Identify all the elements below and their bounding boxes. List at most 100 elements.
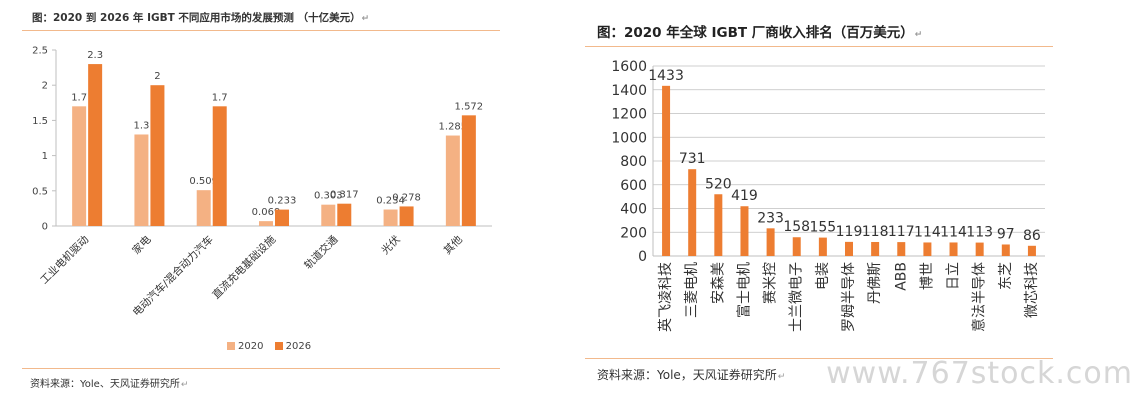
data-label-2026: 2.3 (87, 50, 103, 61)
x-tick-label: 其他 (441, 233, 465, 257)
x-tick-label: 丹佛斯 (867, 262, 883, 304)
bar (714, 194, 723, 256)
x-tick-label: ABB (893, 262, 909, 291)
bar (1027, 245, 1036, 256)
bar (662, 85, 671, 256)
x-tick-label: 博世 (918, 262, 935, 290)
bar (923, 242, 932, 256)
y-tick-label: 600 (620, 178, 647, 194)
x-tick-label: 富士电机 (735, 262, 752, 318)
data-label-2020: 0.069 (252, 207, 281, 218)
right-source-note: 资料来源：Yole，天风证券研究所↵ (597, 368, 786, 382)
legend-item-2026: 2026 (274, 341, 312, 352)
x-tick-label: 罗姆半导体 (841, 262, 857, 332)
data-label: 233 (757, 210, 784, 226)
data-label-2020: 0.509 (189, 176, 218, 187)
data-label: 114 (940, 224, 967, 240)
y-tick-label: 1000 (611, 130, 647, 146)
watermark: www.767stock.com (826, 356, 1133, 391)
left-chart-title: 图：2020 到 2026 年 IGBT 不同应用市场的发展预测 （十亿美元）↵ (32, 12, 370, 24)
y-tick-label: 0.5 (32, 186, 48, 197)
x-tick-label: 直流充电基础设施 (210, 233, 279, 302)
bar (740, 206, 749, 256)
y-tick-label: 1200 (611, 107, 647, 123)
bar-2020 (445, 135, 460, 226)
bar (845, 241, 853, 256)
x-tick-label: 安森美 (710, 262, 726, 304)
bar-2026 (275, 209, 289, 226)
data-label-2026: 1.572 (455, 101, 484, 112)
bar (792, 237, 801, 256)
data-label: 520 (705, 176, 732, 192)
left-title-rule (22, 30, 500, 31)
y-tick-label: 1 (42, 151, 48, 162)
data-label: 1433 (648, 68, 684, 84)
legend-swatch-2026 (274, 342, 283, 350)
y-tick-label: 1400 (611, 83, 647, 99)
right-source-rule (585, 358, 1053, 359)
left-chart-panel: 图：2020 到 2026 年 IGBT 不同应用市场的发展预测 （十亿美元）↵… (22, 6, 500, 398)
data-label-2026: 0.233 (268, 196, 297, 207)
data-label: 117 (888, 224, 915, 240)
x-tick-label: 家电 (130, 233, 154, 257)
y-tick-label: 0 (42, 222, 48, 233)
bar (766, 228, 775, 256)
bar (688, 169, 697, 256)
x-tick-label: 工业电机驱动 (38, 233, 92, 287)
y-tick-label: 1600 (611, 59, 647, 75)
data-label: 119 (836, 224, 863, 240)
data-label-2026: 2 (154, 71, 160, 82)
bar (1001, 244, 1010, 256)
y-tick-label: 800 (620, 154, 647, 170)
bar (975, 242, 984, 256)
bar (818, 237, 827, 256)
x-tick-label: 日立 (946, 262, 962, 290)
legend-swatch-2020 (227, 342, 235, 350)
bar-2020 (134, 134, 149, 226)
data-label-2026: 0.278 (392, 192, 421, 203)
left-source-note: 资料来源：Yole、天风证券研究所↵ (30, 379, 189, 390)
right-chart-panel: 图：2020 年全球 IGBT 厂商收入排名（百万美元）↵ 0 200 400 600… (585, 12, 1053, 398)
legend-label-2026: 2026 (285, 341, 312, 352)
bar-2026 (212, 106, 227, 226)
left-source-rule (22, 368, 500, 369)
x-tick-label: 轨道交通 (302, 233, 341, 272)
legend-label-2020: 2020 (238, 341, 264, 352)
y-tick-label: 400 (620, 202, 647, 218)
bar-2026 (88, 64, 103, 226)
y-tick-label: 0 (638, 249, 647, 265)
x-tick-label: 微芯科技 (1024, 262, 1040, 318)
data-label: 155 (809, 220, 836, 236)
x-tick-label: 赛米控 (763, 262, 779, 304)
right-title-rule (585, 46, 1053, 47)
x-tick-label: 意法半导体 (971, 262, 988, 332)
data-label-2020: 0.234 (376, 196, 405, 207)
legend-item-2020: 2020 (227, 341, 263, 352)
data-label: 114 (914, 224, 941, 240)
right-chart-title: 图：2020 年全球 IGBT 厂商收入排名（百万美元）↵ (597, 25, 923, 41)
y-tick-label: 1.5 (32, 116, 48, 127)
data-label-2020: 1.285 (439, 122, 468, 133)
data-label-2026: 1.7 (212, 92, 228, 103)
bar-2020 (196, 190, 211, 226)
data-label-2026: 0.317 (330, 190, 359, 201)
y-tick-label: 200 (620, 225, 647, 241)
data-label-2020: 1.3 (133, 120, 149, 131)
x-tick-label: 士兰微电子 (789, 262, 805, 332)
data-label: 731 (679, 151, 706, 167)
left-bar-chart: 00.511.522.51.72.3工业电机驱动1.32家电0.5091.7电动… (32, 46, 492, 319)
x-tick-label: 三菱电机 (684, 262, 700, 318)
x-tick-label: 光伏 (379, 233, 403, 257)
x-tick-label: 电装 (815, 262, 831, 290)
left-legend: 2020 2026 (227, 341, 319, 352)
bar (949, 242, 958, 256)
data-label-2020: 1.7 (71, 92, 87, 103)
data-label: 113 (966, 225, 993, 241)
data-label: 118 (862, 224, 889, 240)
bar-2020 (383, 209, 398, 226)
data-label: 97 (997, 226, 1015, 242)
y-tick-label: 2 (42, 81, 48, 92)
bar-2026 (461, 115, 476, 226)
bar-2026 (399, 206, 414, 226)
